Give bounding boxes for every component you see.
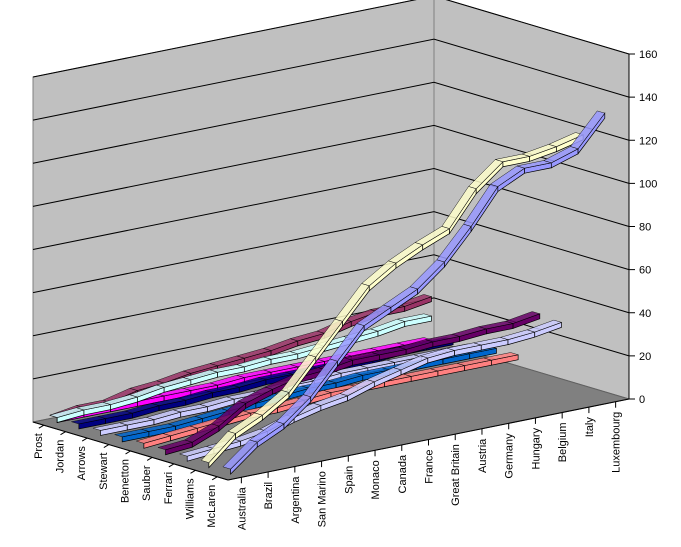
y-tick-label: 120 xyxy=(639,135,657,147)
depth-tick-mark xyxy=(38,424,45,429)
x-tick-label: Brazil xyxy=(263,482,275,510)
series-mclaren xyxy=(222,110,606,475)
y-tick-label: 40 xyxy=(639,308,651,320)
gridline xyxy=(32,167,630,250)
depth-tick-label: Jordan xyxy=(55,440,67,474)
series-segment-top xyxy=(526,319,563,333)
series-segment-top xyxy=(483,352,519,361)
x-axis-line xyxy=(227,398,630,481)
depth-tick-label: Prost xyxy=(33,433,45,459)
x-tick-label: Belgium xyxy=(557,423,569,463)
x-tick-label: Germany xyxy=(504,433,516,479)
y-tick-label: 80 xyxy=(639,222,651,234)
y-tick-label: 0 xyxy=(639,394,645,406)
x-tick-label: Australia xyxy=(236,486,248,530)
x-tick-label: Argentina xyxy=(290,476,302,524)
series-segment-top xyxy=(570,110,606,150)
depth-tick-label: Arrows xyxy=(76,446,88,481)
depth-axis-ticks: McLaren Williams Ferrari Sauber Benetton Stew… xyxy=(32,421,229,528)
depth-tick-mark xyxy=(168,463,175,468)
x-tick-label: San Marino xyxy=(317,471,329,527)
gridline xyxy=(32,297,630,380)
y-axis-ticks: 0 20 40 60 80 100 120 140 160 xyxy=(628,49,657,406)
series-prost-3 xyxy=(48,313,432,423)
gridline xyxy=(32,254,630,337)
series-layer xyxy=(48,110,606,475)
gridline xyxy=(32,124,630,207)
depth-tick-mark xyxy=(103,444,110,448)
depth-tick-mark xyxy=(125,450,131,455)
series-segment-top xyxy=(504,311,541,324)
y-tick-label: 100 xyxy=(639,178,657,190)
y-tick-label: 20 xyxy=(639,351,651,363)
gridlines xyxy=(32,0,630,380)
x-tick-label: Spain xyxy=(343,466,355,494)
depth-tick-label: Ferrari xyxy=(163,472,175,504)
x-tick-label: Great Britain xyxy=(450,444,462,506)
chart-walls xyxy=(32,0,630,481)
gridline xyxy=(32,38,630,121)
depth-tick-label: McLaren xyxy=(206,485,218,528)
x-tick-label: Italy xyxy=(584,417,596,438)
depth-tick-mark xyxy=(190,469,196,474)
x-axis-ticks: Australia Brazil Argentina San Marino Spain M… xyxy=(227,398,630,530)
depth-axis-line xyxy=(32,421,229,481)
depth-tick-label: Sauber xyxy=(141,465,153,501)
depth-tick-mark xyxy=(146,457,153,461)
x-tick-label: Luxembourg xyxy=(611,412,623,473)
depth-tick-label: Benetton xyxy=(120,459,132,503)
series-segment-top xyxy=(397,313,432,322)
y-tick-label: 160 xyxy=(639,49,657,61)
x-tick-label: Austria xyxy=(477,438,489,473)
depth-tick-label: Stewart xyxy=(98,453,110,490)
x-tick-label: Canada xyxy=(397,454,409,493)
x-tick-label: Monaco xyxy=(370,460,382,499)
depth-tick-mark xyxy=(81,437,88,442)
x-tick-label: France xyxy=(424,450,436,484)
y-tick-label: 140 xyxy=(639,92,657,104)
gridline xyxy=(32,0,630,78)
depth-tick-mark xyxy=(60,431,66,436)
gridline xyxy=(32,81,630,164)
y-tick-label: 60 xyxy=(639,265,651,277)
gridline xyxy=(32,211,630,294)
series-williams xyxy=(200,132,584,469)
x-tick-label: Hungary xyxy=(530,427,542,469)
depth-tick-label: Williams xyxy=(185,478,197,519)
depth-tick-mark xyxy=(211,476,218,481)
series-segment-top xyxy=(548,132,584,147)
